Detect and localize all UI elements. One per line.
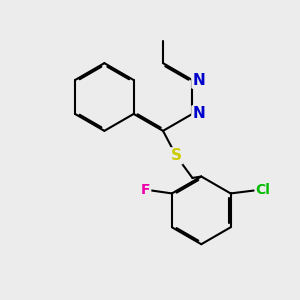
Text: S: S bbox=[171, 148, 182, 164]
Text: N: N bbox=[192, 106, 205, 122]
Text: Cl: Cl bbox=[256, 184, 270, 197]
Text: F: F bbox=[141, 184, 150, 197]
Text: N: N bbox=[192, 73, 205, 88]
